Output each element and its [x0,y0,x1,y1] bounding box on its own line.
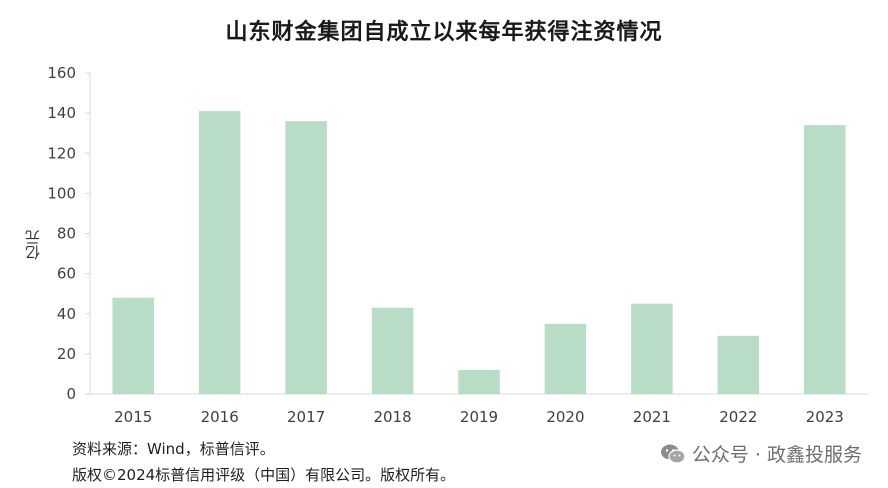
y-axis-label: 亿元 [24,230,42,260]
x-tick-label: 2023 [806,408,844,426]
chart-title: 山东财金集团自成立以来每年获得注资情况 [225,20,663,45]
y-tick-label: 140 [47,104,76,122]
x-tick-label: 2015 [114,408,152,426]
bar-2015 [112,297,154,394]
bar-2018 [371,307,414,394]
bar-2023 [804,125,846,394]
bar-chart: 0 20 40 60 80 100 120 140 160 2015 2016 2017 2018 201… [47,64,868,426]
source-note: 资料来源：Wind，标普信评。 [72,440,275,458]
x-tick-label: 2022 [719,408,757,426]
copyright-note: 版权©2024标普信用评级（中国）有限公司。版权所有。 [72,466,456,484]
y-tick-label: 20 [57,345,76,363]
y-tick-label: 120 [47,144,76,162]
y-tick-label: 160 [47,64,76,82]
y-tick-label: 60 [57,265,76,283]
y-tick-label: 80 [57,225,76,243]
x-tick-label: 2020 [546,408,584,426]
bar-2019 [458,369,500,394]
watermark-text: 公众号 · 政鑫投服务 [691,444,862,466]
y-tick-label: 40 [57,305,76,323]
y-tick-label: 100 [47,184,76,202]
x-tick-label: 2019 [460,408,498,426]
wechat-icon [660,444,686,464]
x-tick-label: 2018 [373,408,411,426]
watermark: 公众号 · 政鑫投服务 [660,440,862,467]
y-tick-label: 0 [66,385,76,403]
x-tick-label: 2016 [201,408,239,426]
bar-2020 [544,323,587,394]
x-tick-label: 2017 [287,408,325,426]
bar-2016 [198,111,241,395]
bar-2017 [285,121,327,395]
bar-2021 [631,303,673,394]
x-tick-label: 2021 [633,408,671,426]
bar-2022 [717,335,760,394]
